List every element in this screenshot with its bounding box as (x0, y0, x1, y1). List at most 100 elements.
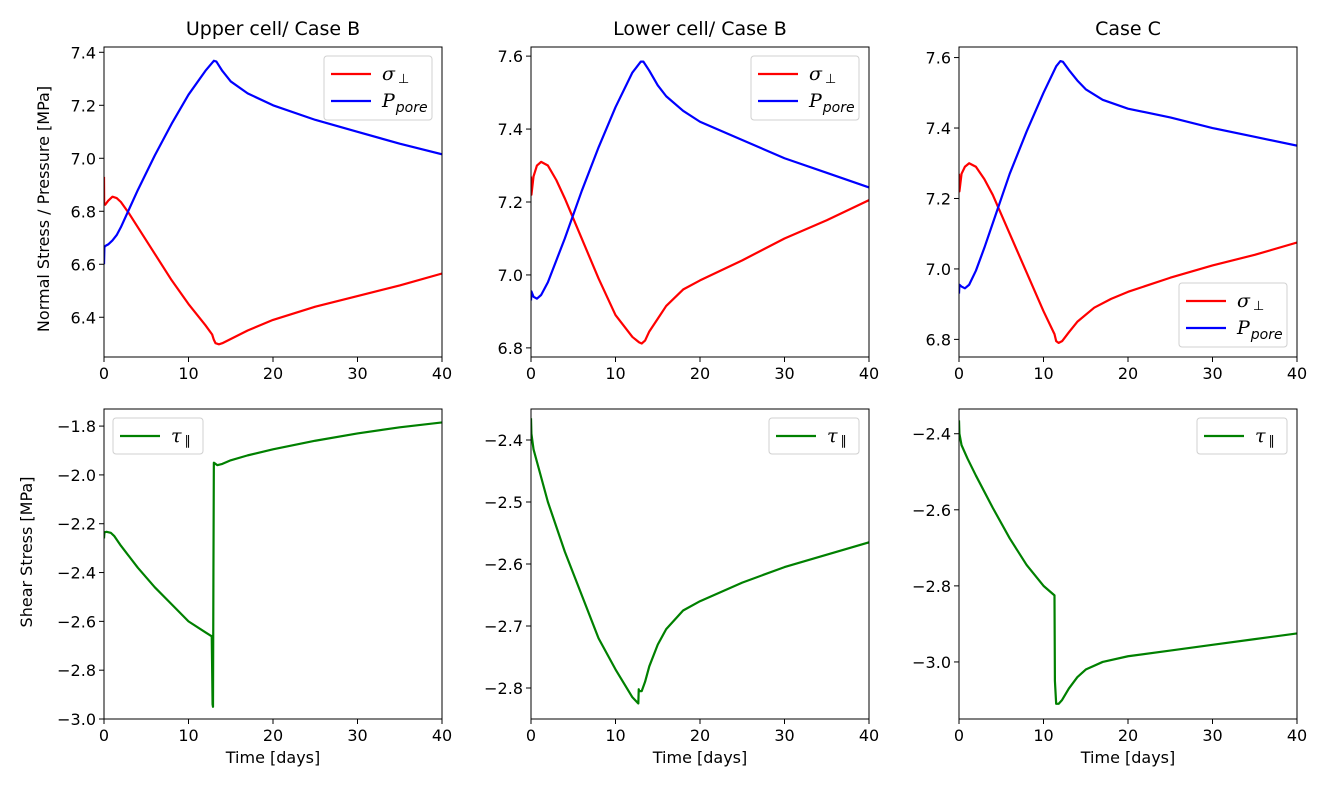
x-tick-label: 40 (1287, 726, 1307, 745)
plot-frame (530, 46, 870, 358)
legend-symbol: τ (827, 425, 838, 447)
y-tick-label: 7.4 (498, 120, 523, 139)
x-tick-label: 30 (774, 364, 794, 383)
legend-subscript: ⊥ (398, 72, 409, 87)
y-tick-label: −3.0 (57, 710, 96, 729)
y-tick-label: −2.5 (484, 493, 523, 512)
y-tick-label: 7.6 (926, 49, 951, 68)
legend-entry: τ ∥ (1255, 425, 1275, 449)
panel-top-middle: Lower cell/ Case B 0 10 20 30 40 6.8 7.0 7.2 7.4 7… (498, 18, 880, 383)
series-line-pore (104, 59, 442, 265)
x-tick-label: 20 (263, 726, 283, 745)
y-tick-label: 7.4 (926, 119, 951, 138)
x-tick-label: 40 (859, 726, 879, 745)
x-tick-label: 0 (99, 364, 109, 383)
y-tick-label: 6.8 (71, 202, 96, 221)
x-tick-label: 30 (347, 726, 367, 745)
series-line-tau (104, 421, 442, 708)
x-tick-label: 40 (1287, 364, 1307, 383)
y-tick-label: −2.4 (57, 564, 96, 583)
x-tick-label: 0 (954, 726, 964, 745)
series-line-tau (959, 420, 1297, 705)
y-tick-label: −3.0 (912, 653, 951, 672)
legend-entry: τ ∥ (827, 425, 847, 449)
legend-subscript: ∥ (841, 434, 848, 449)
y-tick-label: 7.0 (498, 266, 523, 285)
legend-entry: σ ⊥ (1237, 290, 1264, 314)
panel-top-right: Case C0 10 20 30 406.87.07.27.47.6σ ⊥Ppore (926, 18, 1308, 383)
x-tick-label: 40 (432, 726, 452, 745)
x-tick-label: 20 (1118, 726, 1138, 745)
x-tick-label: 20 (690, 364, 710, 383)
x-tick-label: 30 (1202, 364, 1222, 383)
legend-symbol: τ (1255, 425, 1266, 447)
x-tick-label: 10 (178, 364, 198, 383)
legend-symbol: P (381, 90, 396, 112)
y-tick-label: −2.6 (57, 612, 96, 631)
legend: σ ⊥Ppore (750, 55, 860, 121)
x-tick-label: 30 (347, 364, 367, 383)
legend-entry: σ ⊥ (382, 63, 409, 87)
x-tick-label: 20 (1118, 364, 1138, 383)
y-tick-label: 7.0 (71, 149, 96, 168)
legend-symbol: σ (1237, 290, 1251, 312)
legend-box (750, 55, 860, 121)
panel-bottom-middle: 0 10 20 30 40 −2.8 −2.7 −2.6 −2.5 −2.4 Time [days]… (484, 408, 879, 767)
legend-symbol: σ (382, 63, 396, 85)
y-tick-label: −2.8 (484, 679, 523, 698)
x-tick-label: 40 (859, 364, 879, 383)
x-tick-label: 10 (605, 726, 625, 745)
y-tick-label: −2.2 (57, 515, 96, 534)
y-tick-label: 7.2 (71, 96, 96, 115)
legend: τ ∥ (1196, 417, 1288, 455)
panel-title: Lower cell/ Case B (613, 18, 787, 40)
x-tick-label: 10 (1033, 726, 1053, 745)
x-tick-label: 10 (1033, 364, 1053, 383)
panel-title: Upper cell/ Case B (186, 18, 360, 40)
legend-entry: τ ∥ (171, 425, 191, 449)
plot-frame (958, 408, 1298, 720)
legend-subscript: ⊥ (825, 72, 836, 87)
legend: σ ⊥Ppore (1178, 282, 1288, 348)
series-line-sigma (104, 176, 442, 346)
x-tick-label: 0 (954, 364, 964, 383)
y-tick-label: −1.8 (57, 417, 96, 436)
plot-frame (103, 46, 443, 358)
x-tick-label: 0 (99, 726, 109, 745)
y-tick-label: 6.6 (71, 255, 96, 274)
legend-subscript: ⊥ (1253, 299, 1264, 314)
legend: τ ∥ (768, 417, 860, 455)
legend-symbol: σ (809, 63, 823, 85)
x-tick-label: 20 (690, 726, 710, 745)
x-axis-label: Time [days] (1080, 748, 1176, 767)
y-tick-label: −2.0 (57, 466, 96, 485)
x-axis-label: Time [days] (652, 748, 748, 767)
legend-subscript: ∥ (1269, 434, 1276, 449)
y-tick-label: 7.2 (498, 193, 523, 212)
plot-frame (530, 408, 870, 720)
x-tick-label: 20 (263, 364, 283, 383)
panel-top-left: Upper cell/ Case B 0 10 20 30 40 6.4 6.6 6.8 7.0 7… (71, 18, 453, 383)
y-tick-label: −2.6 (912, 501, 951, 520)
y-tick-label: −2.7 (484, 617, 523, 636)
legend: τ ∥ (112, 417, 204, 455)
legend-symbol: P (808, 90, 823, 112)
bottom-row-y-axis-label: Shear Stress [MPa] (17, 477, 36, 628)
legend-subscript: pore (1250, 327, 1283, 343)
y-tick-label: 7.6 (498, 47, 523, 66)
x-tick-label: 10 (178, 726, 198, 745)
panel-title: Case C (1095, 18, 1161, 40)
y-tick-label: 7.2 (926, 189, 951, 208)
legend-box (1178, 282, 1288, 348)
x-tick-label: 30 (774, 726, 794, 745)
legend-subscript: ∥ (185, 434, 192, 449)
x-axis-label: Time [days] (225, 748, 321, 767)
plot-frame (958, 46, 1298, 358)
y-tick-label: 6.8 (926, 330, 951, 349)
y-tick-label: −2.6 (484, 555, 523, 574)
series-line-pore (531, 60, 869, 301)
y-tick-label: −2.8 (57, 661, 96, 680)
y-tick-label: −2.4 (912, 425, 951, 444)
legend-symbol: τ (171, 425, 182, 447)
